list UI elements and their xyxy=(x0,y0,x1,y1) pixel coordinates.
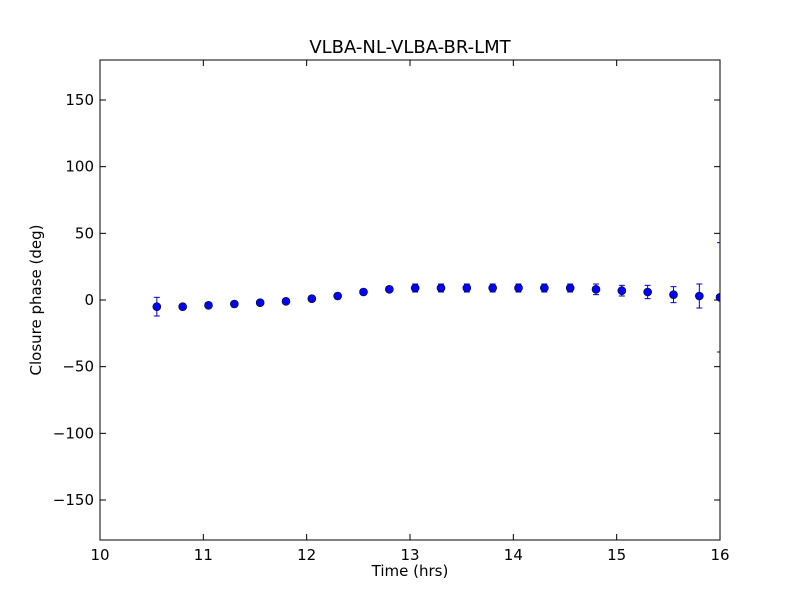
x-tick-label: 13 xyxy=(400,546,419,564)
data-marker xyxy=(359,287,368,297)
data-marker xyxy=(715,293,720,302)
data-point xyxy=(333,291,342,301)
x-tick-label: 11 xyxy=(194,546,213,564)
data-point xyxy=(695,283,704,309)
x-axis-label: Time (hrs) xyxy=(371,562,449,580)
data-marker xyxy=(230,299,239,309)
data-point xyxy=(591,283,601,296)
x-tick-label: 15 xyxy=(607,546,626,564)
x-tick-label: 10 xyxy=(90,546,109,564)
data-point xyxy=(643,284,652,300)
data-marker xyxy=(307,294,317,303)
data-marker xyxy=(488,283,497,293)
data-marker xyxy=(204,301,213,310)
data-marker xyxy=(514,283,523,293)
data-point xyxy=(385,285,394,294)
y-tick-label: −50 xyxy=(62,358,94,376)
plot-area xyxy=(99,59,721,541)
data-point xyxy=(514,283,523,293)
data-marker xyxy=(436,283,446,293)
x-tick-label: 16 xyxy=(710,546,729,564)
y-tick-label: −100 xyxy=(53,424,94,442)
data-point xyxy=(715,242,720,353)
data-point xyxy=(255,298,265,307)
data-marker xyxy=(281,297,291,306)
plot-background xyxy=(100,60,720,540)
data-point xyxy=(565,283,575,293)
chart-title: VLBA-NL-VLBA-BR-LMT xyxy=(309,37,511,58)
y-tick-label: 150 xyxy=(65,91,94,109)
data-point xyxy=(488,283,497,293)
data-marker xyxy=(255,298,265,307)
y-tick-label: −150 xyxy=(53,491,94,509)
data-marker xyxy=(385,285,394,294)
data-marker xyxy=(669,290,678,299)
data-marker xyxy=(178,302,187,311)
y-axis-label: Closure phase (deg) xyxy=(27,225,45,376)
x-tick-label: 14 xyxy=(504,546,523,564)
tick-labels: 10 11 12 13 14 15 16 −150 −100 −50 0 50 100 150 xyxy=(53,91,730,564)
data-point xyxy=(617,284,627,297)
data-marker xyxy=(152,302,162,311)
y-tick-label: 100 xyxy=(65,158,94,176)
data-marker xyxy=(410,283,420,293)
y-tick-label: 0 xyxy=(84,291,94,309)
data-point xyxy=(410,283,420,293)
data-point xyxy=(669,286,678,304)
data-point xyxy=(281,297,291,306)
data-point xyxy=(178,302,187,311)
data-marker xyxy=(617,286,627,295)
data-point xyxy=(436,283,446,293)
y-tick-label: 50 xyxy=(75,224,94,242)
data-marker xyxy=(643,287,652,297)
data-marker xyxy=(462,283,472,293)
plot-border xyxy=(99,59,721,541)
data-point xyxy=(307,294,317,303)
data-point xyxy=(462,283,472,293)
data-marker xyxy=(591,285,601,294)
data-marker xyxy=(695,291,704,301)
data-point xyxy=(230,299,239,309)
data-point xyxy=(359,287,368,297)
data-marker xyxy=(565,283,575,293)
data-marks xyxy=(152,242,720,353)
data-point xyxy=(152,296,162,317)
x-tick-label: 12 xyxy=(297,546,316,564)
data-point xyxy=(204,301,213,310)
data-marker xyxy=(333,291,342,301)
data-marker xyxy=(540,283,549,293)
data-point xyxy=(540,283,549,293)
